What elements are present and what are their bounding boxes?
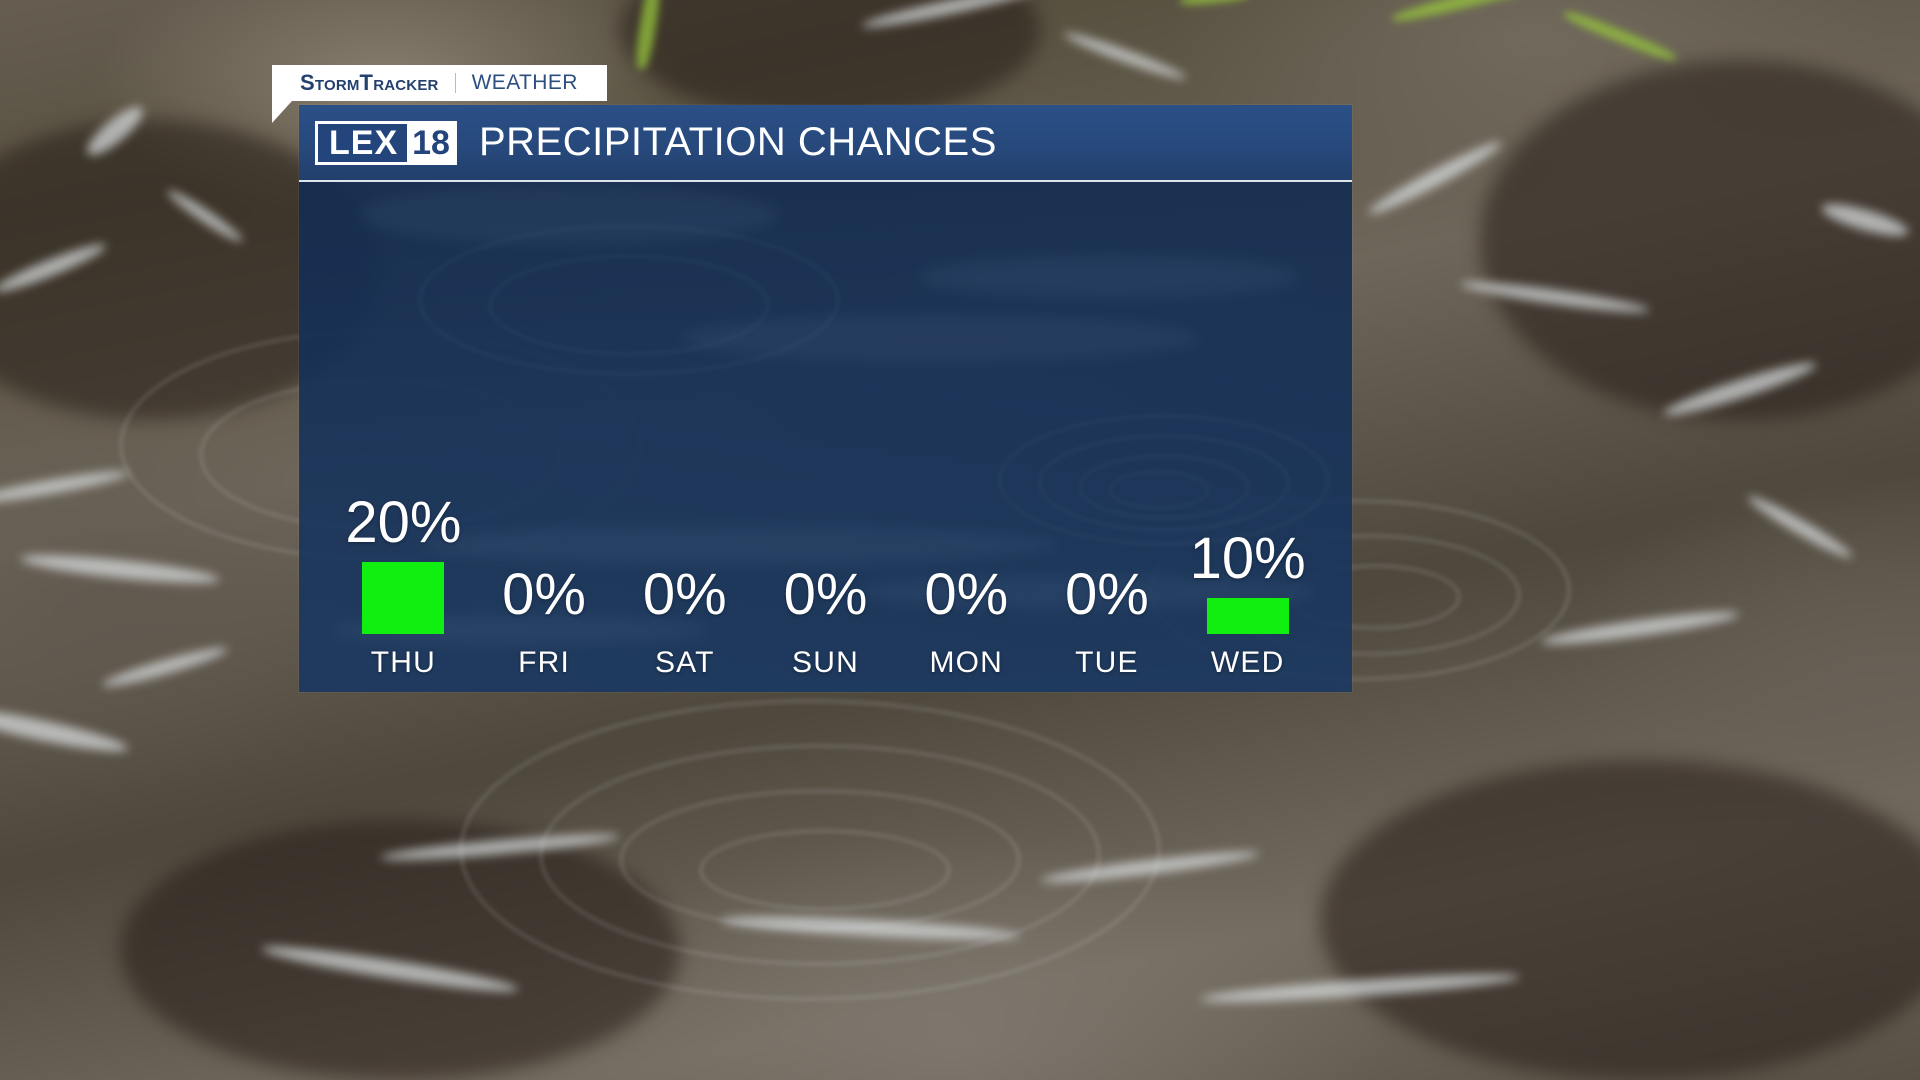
photo-shadow	[1320, 760, 1920, 1080]
lex18-logo-lex-text: LEX	[318, 123, 408, 162]
water-ripple	[620, 790, 1020, 930]
precip-percent: 10%	[1189, 526, 1306, 591]
photo-shadow	[1480, 60, 1920, 420]
forecast-column-tue: 0% TUE	[1037, 182, 1178, 680]
day-label: TUE	[1075, 646, 1139, 679]
precip-percent: 0%	[502, 562, 586, 627]
page-title: PRECIPITATION CHANCES	[478, 120, 997, 164]
precipitation-panel: LEX 18 PRECIPITATION CHANCES 20% THU 0% …	[299, 105, 1352, 692]
forecast-column-wed: 10% WED	[1177, 182, 1318, 680]
stormtracker-tab: StormTracker WEATHER	[272, 65, 607, 123]
forecast-column-sun: 0% SUN	[755, 182, 896, 680]
precip-percent: 0%	[924, 562, 1009, 627]
vertical-divider-icon	[454, 73, 456, 93]
tab-tail	[272, 101, 292, 123]
bar-slot	[333, 562, 474, 634]
forecast-column-fri: 0% FRI	[474, 182, 615, 680]
forecast-column-sat: 0% SAT	[614, 182, 755, 680]
day-label: SUN	[792, 646, 859, 679]
precip-bar	[362, 562, 445, 634]
precip-percent: 20%	[345, 490, 462, 555]
water-ripple	[460, 700, 1160, 1000]
precip-percent: 0%	[1065, 562, 1149, 627]
precip-bar	[1206, 598, 1289, 634]
forecast-column-mon: 0% MON	[896, 182, 1037, 680]
day-label: WED	[1210, 646, 1285, 679]
forecast-column-thu: 20% THU	[333, 182, 474, 680]
lex18-logo-number-text: 18	[407, 123, 454, 162]
water-ripple	[700, 830, 950, 910]
day-label: SAT	[654, 646, 715, 679]
lex18-logo: LEX 18	[315, 120, 457, 165]
water-ripple	[540, 745, 1100, 965]
tab-section-label: WEATHER	[471, 71, 578, 94]
precip-percent: 0%	[783, 562, 868, 627]
precip-percent: 0%	[642, 562, 727, 627]
forecast-columns: 20% THU 0% FRI 0% SAT 0% SUN	[299, 182, 1352, 692]
day-label: FRI	[518, 646, 571, 679]
panel-header: LEX 18 PRECIPITATION CHANCES	[299, 105, 1352, 182]
stormtracker-brand: StormTracker	[300, 70, 439, 95]
bar-slot	[1177, 598, 1318, 634]
day-label: THU	[370, 646, 436, 679]
day-label: MON	[929, 646, 1004, 679]
